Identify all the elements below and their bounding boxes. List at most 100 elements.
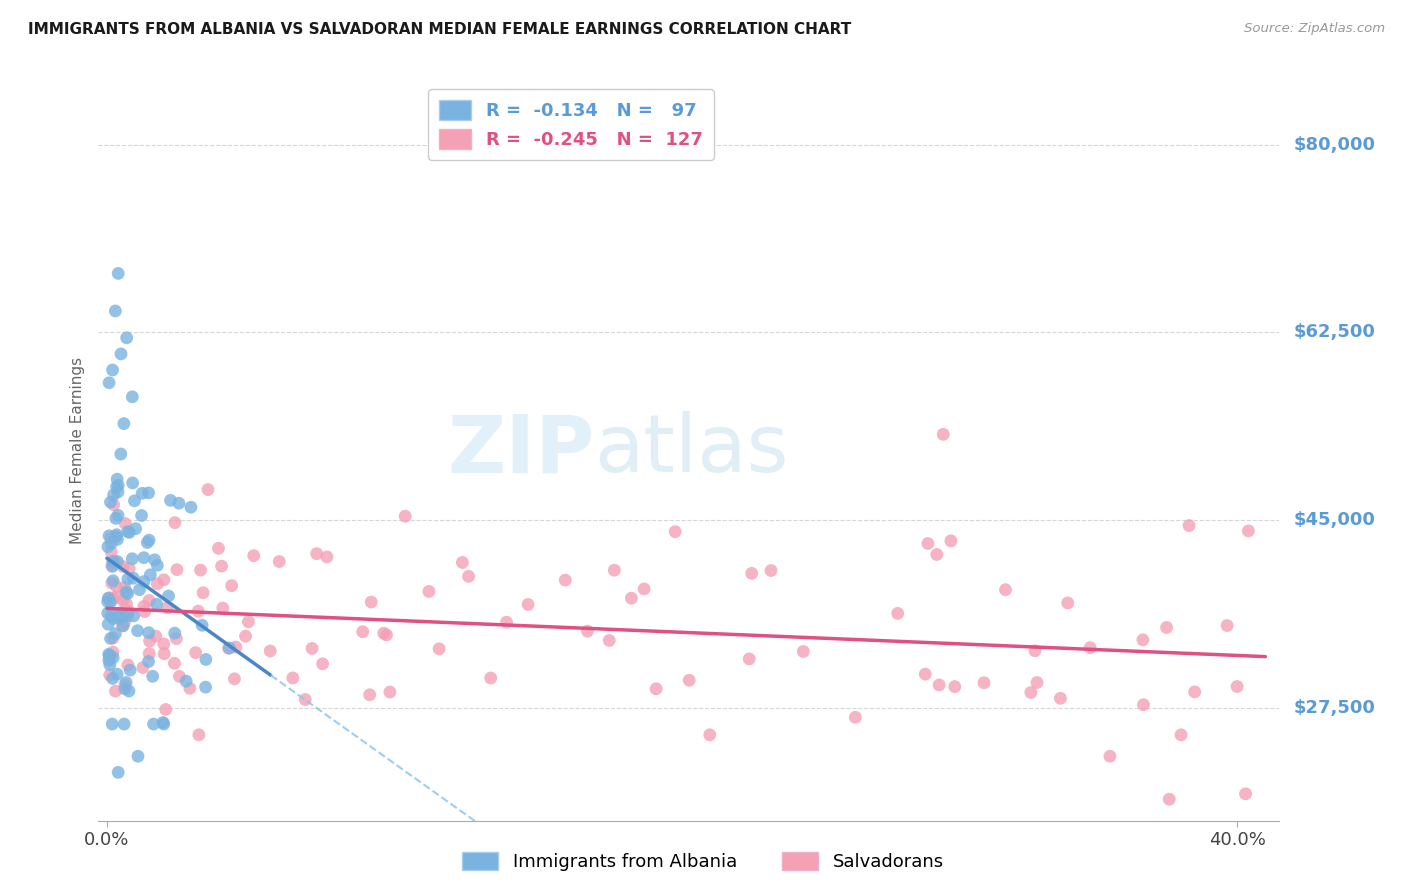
Point <box>159 493 181 508</box>
Point <box>1178 518 1201 533</box>
Point <box>301 641 323 656</box>
Point <box>163 657 186 671</box>
Point <box>98 657 121 672</box>
Point <box>375 628 398 642</box>
Point <box>194 652 217 666</box>
Point <box>932 427 955 442</box>
Point <box>184 646 207 660</box>
Point <box>152 715 174 730</box>
Point <box>101 650 124 665</box>
Point <box>107 555 129 569</box>
Point <box>118 604 141 618</box>
Point <box>1226 680 1249 694</box>
Point <box>142 669 165 683</box>
Point <box>1234 787 1257 801</box>
Point <box>117 608 139 623</box>
Point <box>104 626 127 640</box>
Point <box>194 680 217 694</box>
Point <box>103 488 125 502</box>
Point <box>1024 644 1046 658</box>
Point <box>132 599 155 614</box>
Point <box>1026 675 1049 690</box>
Point <box>994 582 1017 597</box>
Point <box>101 645 124 659</box>
Text: ZIP: ZIP <box>447 411 595 490</box>
Point <box>145 597 167 611</box>
Point <box>97 653 120 667</box>
Point <box>259 644 281 658</box>
Point <box>103 556 125 570</box>
Point <box>153 647 176 661</box>
Point <box>105 480 128 494</box>
Point <box>100 545 122 559</box>
Point <box>115 675 138 690</box>
Point <box>118 684 141 698</box>
Point <box>132 660 155 674</box>
Point <box>269 555 291 569</box>
Point <box>316 549 339 564</box>
Point <box>554 573 576 587</box>
Point <box>100 531 122 545</box>
Point <box>112 618 135 632</box>
Point <box>122 571 145 585</box>
Point <box>187 604 209 618</box>
Point <box>187 728 209 742</box>
Point <box>1049 691 1071 706</box>
Point <box>105 527 128 541</box>
Point <box>598 633 620 648</box>
Point <box>156 600 179 615</box>
Point <box>1078 640 1101 655</box>
Point <box>165 632 187 646</box>
Point <box>107 478 129 492</box>
Point <box>738 652 761 666</box>
Point <box>110 447 132 461</box>
Legend: Immigrants from Albania, Salvadorans: Immigrants from Albania, Salvadorans <box>456 845 950 879</box>
Point <box>294 692 316 706</box>
Point <box>939 533 962 548</box>
Point <box>117 658 139 673</box>
Point <box>138 634 160 648</box>
Point <box>122 608 145 623</box>
Point <box>132 550 155 565</box>
Point <box>678 673 700 688</box>
Point <box>633 582 655 596</box>
Point <box>1098 749 1121 764</box>
Point <box>97 591 120 606</box>
Point <box>114 615 136 629</box>
Text: atlas: atlas <box>595 411 789 490</box>
Point <box>1170 728 1192 742</box>
Point <box>97 540 120 554</box>
Point <box>104 554 127 568</box>
Point <box>101 559 124 574</box>
Point <box>943 680 966 694</box>
Point <box>101 631 124 645</box>
Point <box>100 632 122 646</box>
Point <box>97 594 120 608</box>
Point <box>124 493 146 508</box>
Point <box>225 640 247 654</box>
Point <box>139 567 162 582</box>
Point <box>191 618 214 632</box>
Point <box>104 511 127 525</box>
Point <box>218 640 240 655</box>
Point <box>352 624 374 639</box>
Point <box>221 579 243 593</box>
Point <box>928 678 950 692</box>
Text: $45,000: $45,000 <box>1294 511 1375 529</box>
Point <box>157 589 180 603</box>
Point <box>101 672 124 686</box>
Point <box>104 684 127 698</box>
Point <box>114 678 136 692</box>
Point <box>115 331 138 345</box>
Point <box>114 580 136 594</box>
Point <box>603 563 626 577</box>
Point <box>311 657 333 671</box>
Point <box>98 376 121 390</box>
Text: IMMIGRANTS FROM ALBANIA VS SALVADORAN MEDIAN FEMALE EARNINGS CORRELATION CHART: IMMIGRANTS FROM ALBANIA VS SALVADORAN ME… <box>28 22 852 37</box>
Point <box>360 595 382 609</box>
Point <box>373 626 395 640</box>
Point <box>163 516 186 530</box>
Point <box>117 586 139 600</box>
Point <box>120 663 142 677</box>
Point <box>207 541 229 556</box>
